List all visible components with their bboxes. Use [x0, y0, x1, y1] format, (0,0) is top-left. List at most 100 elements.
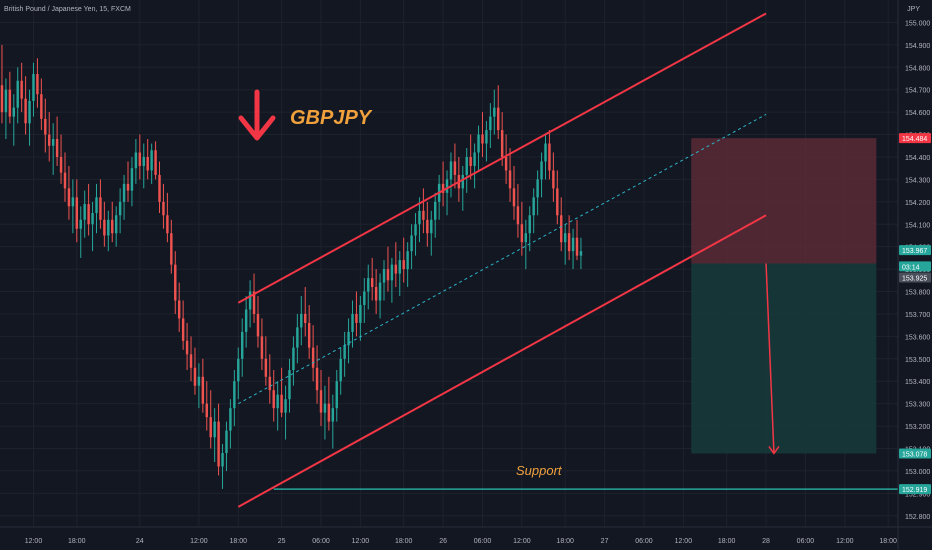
candle-body: [248, 291, 252, 310]
candle-body: [307, 322, 311, 348]
candle-body: [433, 201, 437, 220]
price-tag-text-target: 153.078: [902, 451, 927, 458]
candle-body: [343, 345, 346, 359]
candle-body: [398, 260, 401, 274]
candle-body: [323, 403, 327, 413]
candle-body: [16, 80, 19, 108]
candle-body: [327, 403, 331, 422]
candle-body: [126, 183, 130, 191]
candle-body: [311, 347, 315, 368]
candle-body: [48, 134, 51, 146]
candle-body: [500, 130, 504, 157]
candle-body: [418, 210, 421, 225]
price-tag-timer: [899, 261, 931, 272]
y-tick-label: 153.700: [905, 312, 930, 319]
candle-body: [331, 408, 335, 422]
candle-body: [575, 237, 579, 256]
channel-lower-line[interactable]: [237, 214, 767, 508]
candle-body: [339, 358, 342, 382]
candle-body: [36, 74, 39, 95]
x-tick-label: 06:00: [312, 538, 330, 545]
candle-body: [44, 118, 47, 135]
candle-body: [4, 89, 8, 113]
candle-body: [162, 201, 165, 216]
candle-body: [63, 172, 67, 189]
projection-arrow-head[interactable]: [768, 446, 780, 455]
candle-body: [284, 399, 287, 413]
candle-body: [406, 251, 409, 270]
price-tag-text-stop: 154.484: [902, 136, 927, 143]
y-tick-label: 155.000: [905, 20, 930, 27]
candle-body: [347, 331, 350, 346]
candle-body: [386, 269, 390, 281]
candle-body: [103, 219, 106, 236]
y-tick-label: 153.500: [905, 357, 930, 364]
candle-body: [532, 197, 535, 216]
candle-body: [508, 170, 512, 189]
candle-body: [445, 179, 449, 193]
candle-body: [489, 116, 492, 131]
candle-body: [453, 161, 457, 175]
position-zones: [691, 138, 877, 454]
candle-body: [504, 156, 508, 171]
candle-body: [114, 215, 118, 234]
channel-upper-line[interactable]: [237, 12, 767, 304]
candle-body: [335, 381, 338, 409]
y-tick-label: 154.800: [905, 65, 930, 72]
arrow-down-icon: [238, 89, 276, 141]
candle-body: [8, 89, 12, 117]
candle-body: [197, 376, 201, 386]
candle-body: [201, 376, 205, 404]
candle-body: [189, 354, 193, 368]
candle-body: [154, 150, 157, 175]
candle-body: [111, 219, 114, 234]
candle-body: [359, 304, 362, 323]
candle-body: [75, 197, 79, 229]
candle-body: [374, 287, 378, 301]
x-tick-label: 25: [278, 538, 286, 545]
x-tick-label: 18:00: [230, 538, 248, 545]
y-tick-label: 152.900: [905, 491, 930, 498]
candle-body: [264, 358, 268, 377]
candle-body: [225, 430, 228, 453]
x-tick-label: 12:00: [513, 538, 531, 545]
candle-body: [528, 215, 531, 234]
candle-body: [158, 174, 161, 202]
arrow-down-head: [238, 115, 276, 141]
candle-body: [91, 213, 94, 225]
x-tick-label: 18:00: [68, 538, 86, 545]
candle-body: [304, 313, 307, 323]
candle-body: [382, 269, 386, 283]
candle-body: [280, 394, 283, 413]
candle-body: [256, 313, 260, 337]
y-tick-label: 154.200: [905, 200, 930, 207]
candle-body: [51, 139, 55, 146]
candle-body: [560, 215, 563, 243]
candle-body: [481, 134, 484, 144]
candle-body: [485, 130, 488, 144]
x-tick-label: 24: [136, 538, 144, 545]
candle-body: [524, 233, 528, 243]
projection-arrow-shaft[interactable]: [765, 263, 775, 454]
channel-mid-line[interactable]: [238, 113, 767, 405]
candle-body: [213, 421, 216, 438]
candle-body: [205, 403, 208, 418]
x-tick-label: 27: [601, 538, 609, 545]
candle-body: [378, 282, 382, 301]
drawings[interactable]: [237, 12, 898, 508]
candle-body: [12, 107, 16, 117]
annotations: GBPJPY Support: [238, 89, 563, 478]
candle-body: [166, 215, 169, 234]
candle-body: [24, 98, 27, 124]
ticker-label: GBPJPY: [290, 107, 373, 129]
candle-body: [292, 347, 295, 371]
candle-body: [244, 309, 248, 332]
candle-body: [40, 94, 43, 119]
support-label: Support: [516, 463, 563, 478]
candle-body: [95, 197, 98, 214]
y-tick-label: 154.400: [905, 155, 930, 162]
time-axis[interactable]: 12:00 18:00 24 12:00 18:00 25 06:00 12:00 18:00 2…: [0, 526, 932, 545]
candle-body: [28, 100, 31, 124]
y-tick-label: 153.800: [905, 290, 930, 297]
